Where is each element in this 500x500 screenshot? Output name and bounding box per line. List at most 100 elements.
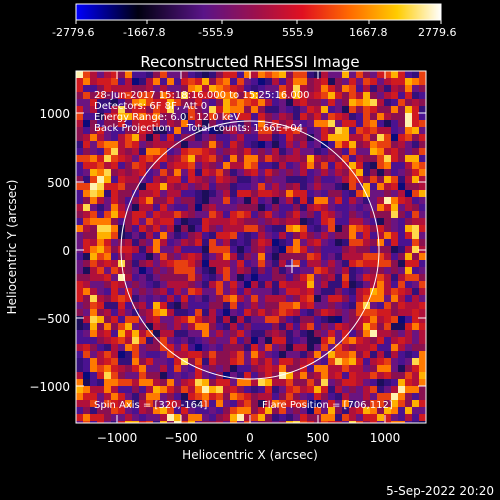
- heatmap-cell: [174, 106, 181, 113]
- heatmap-cell: [377, 302, 384, 309]
- heatmap-cell: [181, 337, 188, 344]
- heatmap-cell: [209, 400, 216, 407]
- heatmap-cell: [412, 134, 419, 141]
- heatmap-cell: [153, 134, 160, 141]
- heatmap-cell: [265, 71, 272, 78]
- heatmap-cell: [76, 176, 83, 183]
- heatmap-cell: [279, 358, 286, 365]
- heatmap-cell: [223, 267, 230, 274]
- heatmap-cell: [412, 281, 419, 288]
- heatmap-cell: [118, 197, 125, 204]
- heatmap-cell: [265, 120, 272, 127]
- heatmap-cell: [377, 127, 384, 134]
- heatmap-cell: [363, 204, 370, 211]
- heatmap-cell: [377, 225, 384, 232]
- heatmap-cell: [153, 162, 160, 169]
- heatmap-cell: [195, 323, 202, 330]
- heatmap-cell: [90, 393, 97, 400]
- heatmap-cell: [370, 78, 377, 85]
- heatmap-cell: [370, 183, 377, 190]
- heatmap-cell: [118, 85, 125, 92]
- heatmap-cell: [258, 414, 265, 421]
- heatmap-cell: [76, 379, 83, 386]
- heatmap-cell: [258, 148, 265, 155]
- heatmap-cell: [342, 421, 349, 423]
- heatmap-cell: [139, 414, 146, 421]
- heatmap-cell: [174, 197, 181, 204]
- heatmap-cell: [230, 323, 237, 330]
- heatmap-cell: [251, 239, 258, 246]
- heatmap-cell: [258, 134, 265, 141]
- heatmap-cell: [132, 386, 139, 393]
- heatmap-cell: [321, 379, 328, 386]
- heatmap-cell: [97, 211, 104, 218]
- heatmap-cell: [272, 204, 279, 211]
- heatmap-cell: [111, 379, 118, 386]
- heatmap-cell: [314, 386, 321, 393]
- heatmap-cell: [405, 386, 412, 393]
- heatmap-cell: [272, 358, 279, 365]
- heatmap-cell: [356, 372, 363, 379]
- heatmap-cell: [265, 344, 272, 351]
- heatmap-cell: [181, 421, 188, 423]
- heatmap-cell: [405, 379, 412, 386]
- heatmap-cell: [83, 162, 90, 169]
- heatmap-cell: [244, 274, 251, 281]
- heatmap-cell: [167, 197, 174, 204]
- heatmap-cell: [244, 344, 251, 351]
- heatmap-cell: [293, 120, 300, 127]
- heatmap-cell: [328, 211, 335, 218]
- heatmap-cell: [363, 260, 370, 267]
- heatmap-cell: [104, 71, 111, 78]
- heatmap-cell: [146, 190, 153, 197]
- heatmap-cell: [153, 85, 160, 92]
- heatmap-cell: [272, 169, 279, 176]
- heatmap-cell: [377, 176, 384, 183]
- heatmap-cell: [377, 372, 384, 379]
- heatmap-cell: [328, 344, 335, 351]
- heatmap-cell: [188, 267, 195, 274]
- heatmap-cell: [265, 260, 272, 267]
- heatmap-cell: [97, 393, 104, 400]
- x-tick-label: 1000: [370, 431, 401, 445]
- heatmap-cell: [146, 148, 153, 155]
- heatmap-cell: [286, 323, 293, 330]
- heatmap-cell: [139, 134, 146, 141]
- heatmap-cell: [76, 274, 83, 281]
- heatmap-cell: [272, 302, 279, 309]
- heatmap-cell: [293, 204, 300, 211]
- heatmap-cell: [104, 232, 111, 239]
- heatmap-cell: [265, 78, 272, 85]
- heatmap-cell: [377, 113, 384, 120]
- heatmap-cell: [90, 379, 97, 386]
- heatmap-cell: [223, 400, 230, 407]
- heatmap-cell: [244, 246, 251, 253]
- heatmap-cell: [209, 85, 216, 92]
- heatmap-cell: [111, 351, 118, 358]
- heatmap-cell: [356, 393, 363, 400]
- heatmap-cell: [118, 190, 125, 197]
- heatmap-cell: [314, 344, 321, 351]
- heatmap-cell: [272, 141, 279, 148]
- heatmap-cell: [167, 225, 174, 232]
- heatmap-cell: [412, 288, 419, 295]
- heatmap-cell: [76, 99, 83, 106]
- heatmap-cell: [321, 295, 328, 302]
- heatmap-cell: [230, 274, 237, 281]
- heatmap-cell: [160, 78, 167, 85]
- heatmap-cell: [286, 386, 293, 393]
- heatmap-cell: [237, 358, 244, 365]
- heatmap-cell: [167, 309, 174, 316]
- heatmap-cell: [363, 218, 370, 225]
- heatmap-cell: [237, 393, 244, 400]
- heatmap-cell: [111, 400, 118, 407]
- heatmap-cell: [258, 232, 265, 239]
- heatmap-cell: [188, 246, 195, 253]
- heatmap-cell: [405, 253, 412, 260]
- heatmap-cell: [83, 288, 90, 295]
- heatmap-cell: [195, 134, 202, 141]
- heatmap-cell: [181, 260, 188, 267]
- heatmap-cell: [188, 162, 195, 169]
- heatmap-cell: [83, 323, 90, 330]
- heatmap-cell: [335, 379, 342, 386]
